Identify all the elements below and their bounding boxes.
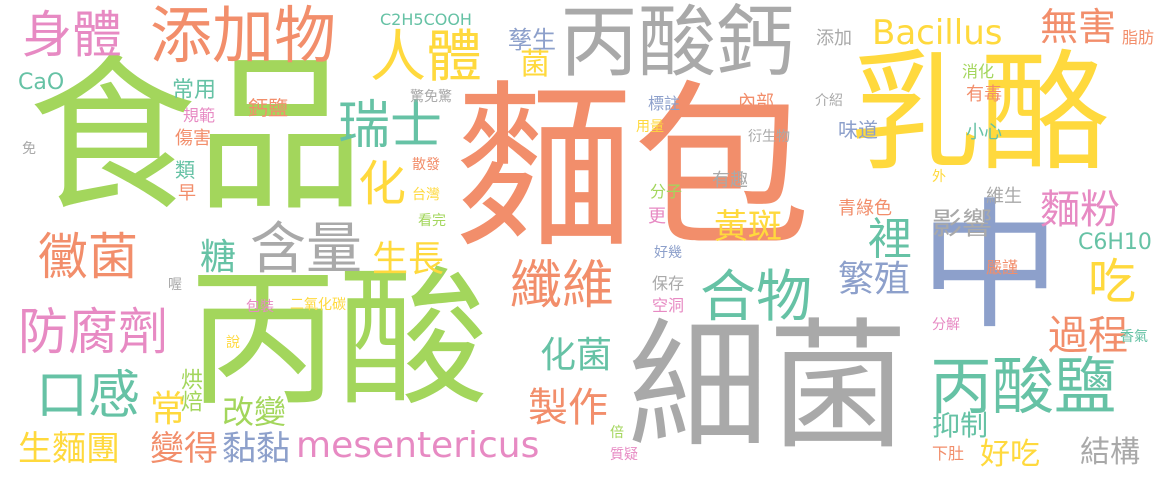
- word-chi: 吃: [1088, 254, 1137, 310]
- word-geng: 更: [648, 206, 666, 227]
- word-sanfa: 散發: [412, 157, 440, 173]
- word-lei: 類: [175, 158, 195, 182]
- word-zhiyi: 質疑: [610, 447, 638, 463]
- word-fangfuji: 防腐劑: [18, 303, 168, 361]
- word-baozhuang: 包裝: [246, 299, 274, 315]
- word-weidao: 味道: [838, 118, 878, 142]
- word-shengzhang: 生長: [372, 239, 445, 280]
- word-ruishi: 瑞士: [338, 96, 443, 156]
- word-yanshengwu: 衍生物: [748, 129, 790, 145]
- word-xiadu: 下肚: [932, 444, 965, 463]
- word-jiegou: 結構: [1080, 435, 1140, 470]
- word-jingmianjing: 驚免驚: [410, 89, 452, 105]
- word-fenjie: 分解: [932, 317, 960, 333]
- word-zao: 早: [178, 183, 196, 204]
- word-mianfen: 麵粉: [1040, 187, 1120, 233]
- word-shuo: 說: [226, 335, 240, 351]
- word-huajun: 化菌: [540, 335, 613, 376]
- word-bingsuanyan: 丙酸鹽: [930, 350, 1117, 423]
- word-rulao: 乳酪: [850, 37, 1111, 189]
- word-haochi: 好吃: [980, 437, 1040, 472]
- word-mianbao: 麵包: [455, 65, 811, 272]
- word-mian: 免: [22, 141, 36, 157]
- word-c6h10: C6H10: [1078, 230, 1152, 255]
- word-qinglvse: 青綠色: [838, 198, 892, 219]
- word-changyong: 常用: [172, 78, 217, 103]
- word-zhizuo: 製作: [528, 385, 608, 431]
- word-haoji: 好幾: [654, 245, 682, 261]
- word-fenzi: 分子: [650, 182, 683, 201]
- word-wo: 喔: [168, 277, 182, 293]
- word-xijun: 細菌: [628, 306, 909, 469]
- word-wai: 外: [932, 169, 946, 185]
- word-zhong: 中: [920, 186, 1061, 349]
- word-hua: 化: [358, 156, 407, 212]
- word-gaiyan: 鈣鹽: [248, 96, 288, 120]
- word-youqu: 有趣: [712, 170, 748, 191]
- word-weisheng: 維生: [986, 186, 1022, 207]
- word-mesentericus: mesentericus: [296, 425, 540, 466]
- word-fusheng: 孳生: [508, 26, 556, 54]
- word-bei: 倍: [610, 425, 624, 441]
- word-huangban: 黃斑: [714, 207, 782, 247]
- word-taiwan: 台灣: [412, 187, 440, 203]
- word-neibu: 內部: [738, 92, 774, 113]
- word-kanwan: 看完: [418, 213, 446, 229]
- word-yongliang: 用量: [636, 119, 664, 135]
- word-li: 裡: [868, 214, 912, 265]
- word-zhifang: 脂肪: [1122, 28, 1155, 47]
- word-renti: 人體: [370, 25, 482, 90]
- word-hewu: 合物: [700, 265, 812, 330]
- word-shenti: 身體: [22, 6, 122, 64]
- word-yizhi: 抑制: [932, 409, 989, 442]
- word-youdu: 有毒: [966, 84, 1002, 105]
- word-bianlde: 變得: [150, 429, 218, 469]
- word-shipin: 食品: [28, 38, 364, 234]
- word-wuhai: 無害: [1040, 5, 1117, 49]
- word-chang: 常: [150, 389, 187, 430]
- word-bacillus: Bacillus: [872, 13, 1003, 53]
- word-kougan: 口感: [36, 366, 141, 426]
- word-bingsuangai: 丙酸鈣: [560, 0, 795, 88]
- word-yingxiang: 影響: [932, 207, 992, 242]
- word-hongbei: 烘焙: [177, 368, 202, 412]
- word-eryanghuatan: 二氧化碳: [290, 297, 346, 313]
- word-kongdong: 空洞: [652, 296, 685, 315]
- word-hanliang: 含量: [250, 217, 362, 282]
- word-baocun: 保存: [652, 274, 685, 293]
- word-tianjia: 添加: [816, 28, 852, 49]
- word-biaozhu: 標註: [648, 94, 681, 113]
- word-cao: CaO: [18, 70, 65, 95]
- word-gaibian: 改變: [222, 393, 287, 431]
- word-shengmiantuan: 生麵團: [18, 429, 120, 469]
- word-xiaoxin: 小心: [966, 122, 1002, 143]
- word-guocheng: 過程: [1048, 313, 1128, 359]
- word-c2h5cooh: C2H5COOH: [380, 10, 472, 29]
- word-yanjin: 嚴謹: [986, 258, 1019, 277]
- word-xiaohua: 消化: [962, 62, 995, 81]
- word-fanzhi: 繁殖: [838, 259, 911, 300]
- word-jun: 菌: [520, 47, 550, 82]
- word-tang: 糖: [200, 237, 237, 278]
- word-bingsuan: 丙酸: [188, 253, 489, 427]
- word-shanghai: 傷害: [175, 128, 211, 149]
- word-meijun: 黴菌: [38, 228, 138, 286]
- word-guifan: 規範: [183, 106, 216, 125]
- word-xianwei: 纖維: [510, 256, 615, 316]
- word-jieshao: 介紹: [815, 93, 843, 109]
- word-xiangqi: 香氣: [1120, 329, 1148, 345]
- word-tianjiawu: 添加物: [150, 0, 337, 72]
- word-nianian: 黏黏: [222, 429, 290, 469]
